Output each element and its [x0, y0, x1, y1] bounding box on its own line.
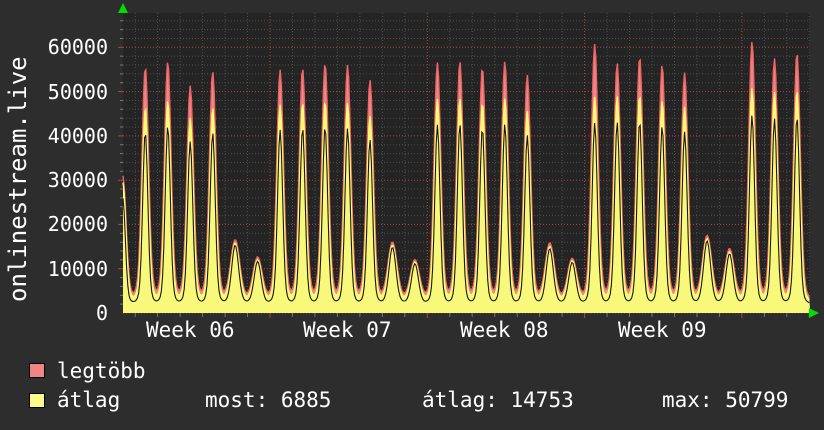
y-axis-tick-label: 50000 [47, 80, 108, 104]
y-axis-tick-label: 30000 [47, 168, 108, 192]
stat-max-label: max: [662, 388, 713, 412]
stat-atlag-value: 14753 [510, 388, 574, 412]
legend-label-legtobb: legtöbb [57, 359, 146, 383]
stat-max: max: 50799 [662, 388, 788, 412]
legend-label-atlag: átlag [57, 388, 121, 412]
legend-swatch-atlag [29, 393, 45, 408]
stat-atlag-label: átlag: [422, 388, 498, 412]
x-axis-week-label: Week 06 [146, 318, 235, 342]
rrd-graph-svg [118, 3, 819, 318]
y-axis-tick-label: 20000 [47, 212, 108, 236]
x-axis-week-label: Week 09 [618, 318, 707, 342]
stat-most-value: 6885 [280, 388, 332, 412]
y-axis-tick-label: 10000 [47, 257, 108, 281]
stat-atlag: átlag: 14753 [422, 388, 574, 412]
stat-most: most: 6885 [205, 388, 331, 412]
stat-most-label: most: [205, 388, 269, 412]
x-axis-week-label: Week 07 [303, 318, 392, 342]
chart-plot-area [118, 3, 819, 318]
y-axis-tick-label: 0 [95, 301, 108, 325]
stat-max-value: 50799 [725, 388, 789, 412]
y-axis-tick-label: 40000 [47, 124, 108, 148]
legend-swatch-legtobb [29, 363, 45, 378]
x-axis-week-label: Week 08 [460, 318, 549, 342]
y-axis-tick-label: 60000 [47, 35, 108, 59]
